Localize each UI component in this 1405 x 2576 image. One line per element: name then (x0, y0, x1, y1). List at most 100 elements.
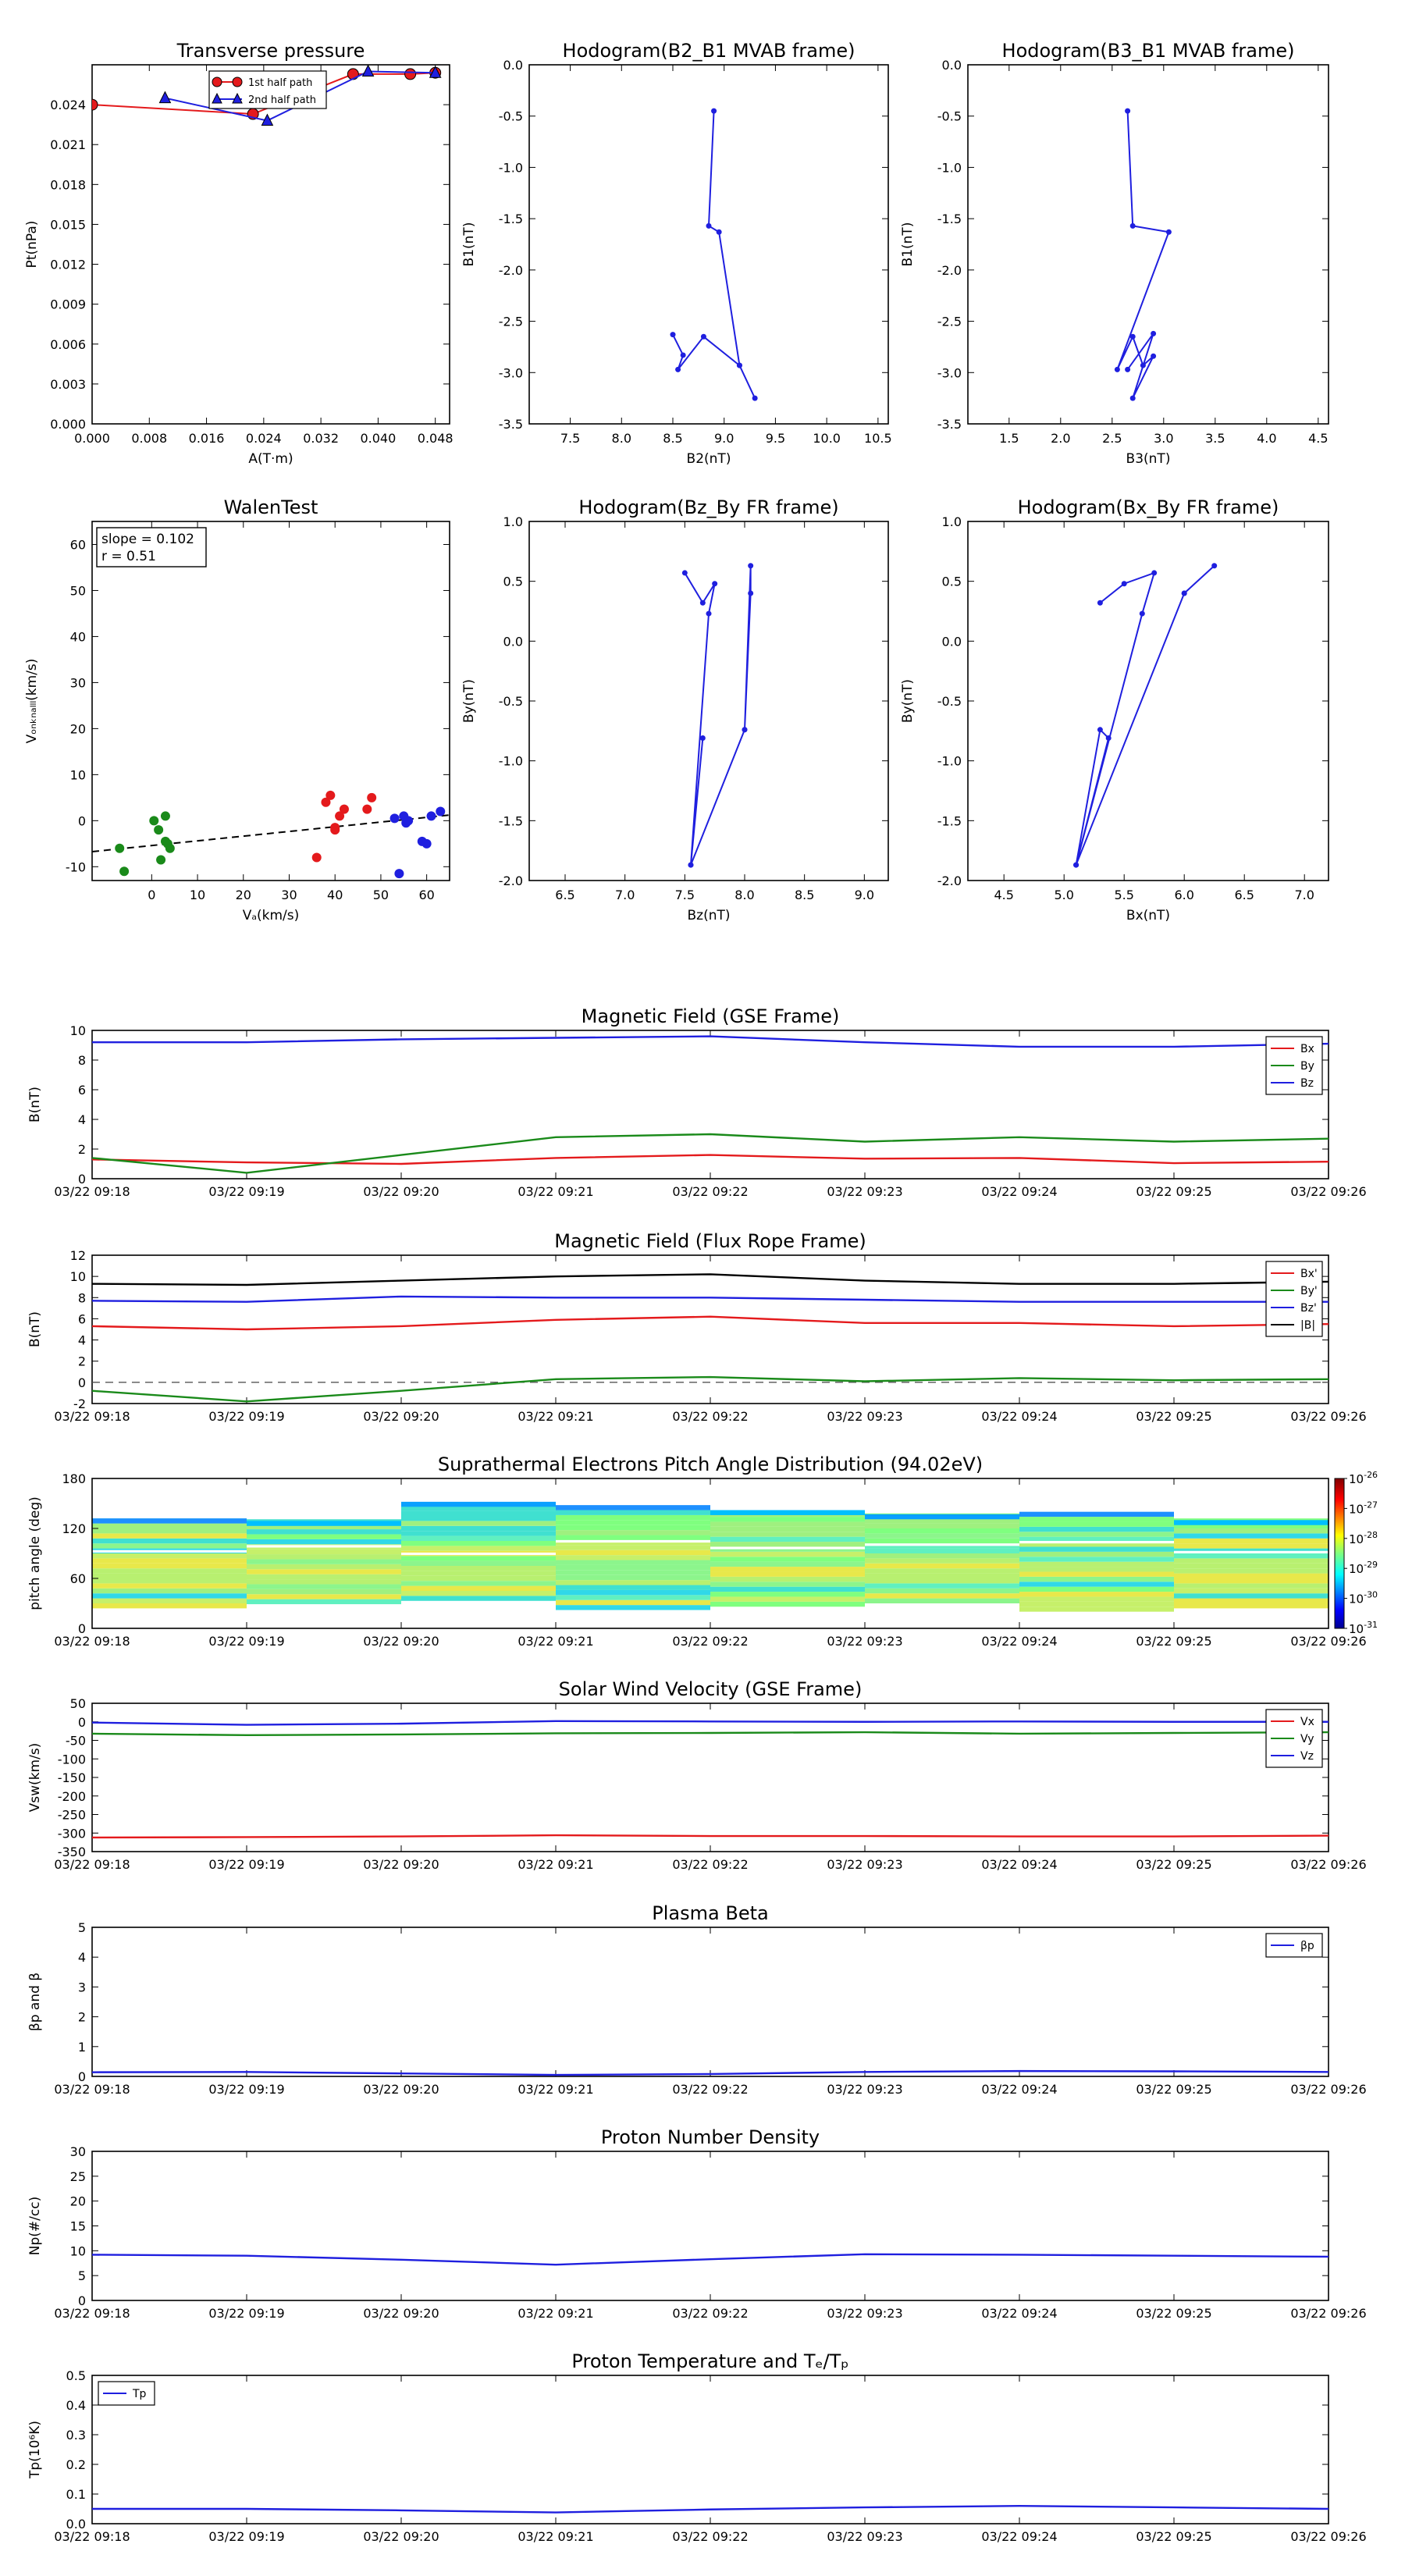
x-tick-label: 50 (373, 888, 389, 902)
x-tick-label: 0.048 (418, 431, 454, 446)
pad-cell (92, 1533, 247, 1539)
walen-test-marks (92, 790, 450, 879)
proton-density-panel: Proton Number Density 03/22 09:18 03/22 09… (27, 2126, 1367, 2321)
data-point (115, 843, 125, 853)
time-tick-label: 03/22 09:18 (54, 2306, 130, 2321)
x-tick-label: 6.0 (1174, 888, 1193, 902)
x-tick-label: 4.5 (1308, 431, 1328, 446)
pad-cell (556, 1560, 710, 1565)
y-tick-label: 120 (62, 1521, 86, 1536)
pad-cell (710, 1586, 865, 1592)
y-tick-label: 0.003 (50, 377, 86, 392)
hodogram-bz-by-ylabel: By(nT) (461, 679, 477, 723)
pad-cell (556, 1555, 710, 1560)
x-tick-label: 0.008 (131, 431, 167, 446)
time-tick-label: 03/22 09:25 (1136, 1184, 1211, 1199)
legend-label: Bz' (1300, 1302, 1317, 1315)
hodogram-bx-by-xlabel: Bx(nT) (1126, 908, 1170, 923)
mag-gse-panel: Magnetic Field (GSE Frame) 03/22 09:18 03/… (27, 1005, 1367, 1199)
y-tick-label: 8 (78, 1053, 86, 1068)
y-tick-label: 6 (78, 1311, 86, 1326)
pad-cell (401, 1516, 556, 1521)
pad-cell (865, 1583, 1019, 1589)
data-point (404, 68, 417, 80)
pad-cell (1019, 1601, 1174, 1607)
time-tick-label: 03/22 09:25 (1136, 1409, 1211, 1424)
pad-cell (247, 1564, 401, 1570)
data-point (1125, 108, 1131, 114)
y-tick-label: 1.0 (942, 514, 962, 529)
time-tick-label: 03/22 09:19 (208, 2082, 284, 2097)
pad-gap (1174, 1550, 1329, 1553)
hodogram-b3-b1-title: Hodogram(B3_B1 MVAB frame) (1002, 40, 1295, 62)
data-point (154, 825, 164, 835)
pad-cell (1019, 1511, 1174, 1517)
pad-cell (556, 1570, 710, 1575)
y-tick-label: -0.5 (937, 109, 962, 124)
pad-cell (556, 1550, 710, 1556)
pad-cell (865, 1553, 1019, 1559)
pad-cell (1174, 1578, 1329, 1584)
series-line-0 (91, 2253, 1329, 2266)
hodogram-b2-b1-ylabel: B1(nT) (461, 222, 477, 267)
x-tick-label: 10.0 (813, 431, 841, 446)
annotation-box (96, 527, 207, 568)
pad-cell (1019, 1582, 1174, 1587)
pad-cell (1174, 1520, 1329, 1525)
pad-cell (556, 1510, 710, 1515)
legend-label: βp (1300, 1940, 1314, 1952)
series-line-0 (1116, 111, 1170, 399)
colorbar-tick-label: 10-28 (1349, 1530, 1378, 1546)
hodogram-bx-by-ylabel: By(nT) (900, 679, 916, 723)
data-point (149, 816, 159, 826)
time-tick-label: 03/22 09:23 (827, 1409, 902, 1424)
data-point (748, 563, 754, 569)
x-tick-label: 7.0 (1294, 888, 1314, 902)
pad-cell (1019, 1606, 1174, 1612)
data-point (160, 811, 170, 821)
y-tick-label: 0.000 (50, 417, 86, 432)
pad-cell (710, 1521, 865, 1527)
y-tick-label: -2.0 (499, 263, 523, 278)
data-point (1151, 353, 1157, 359)
y-tick-label: 0.024 (50, 98, 86, 112)
pad-cell (247, 1549, 401, 1555)
x-tick-label: 10.5 (864, 431, 892, 446)
plot-frame (91, 1703, 1329, 1852)
pad-cell (865, 1538, 1019, 1544)
time-tick-label: 03/22 09:23 (827, 1634, 902, 1649)
pad-cell (710, 1532, 865, 1537)
pad-cell (401, 1535, 556, 1541)
pad-cell (556, 1574, 710, 1581)
colorbar-tick-label: 10-29 (1349, 1560, 1378, 1576)
data-point (394, 869, 404, 879)
plot-frame (91, 521, 450, 881)
time-tick-label: 03/22 09:19 (208, 2306, 284, 2321)
pad-cell (92, 1523, 247, 1528)
pad-cell (556, 1535, 710, 1540)
pad-cell (556, 1589, 710, 1596)
pad-title: Suprathermal Electrons Pitch Angle Distr… (438, 1453, 983, 1475)
y-tick-label: -1.0 (499, 754, 523, 769)
pad-cell (1019, 1576, 1174, 1582)
x-tick-label: 8.0 (612, 431, 631, 446)
y-tick-label: -1.5 (937, 212, 962, 226)
colorbar-tick-label: 10-27 (1349, 1500, 1378, 1516)
pad-cell (865, 1593, 1019, 1599)
pad-cell (710, 1571, 865, 1577)
data-point (1151, 330, 1157, 336)
time-tick-label: 03/22 09:19 (208, 1634, 284, 1649)
y-tick-label: -2 (73, 1397, 86, 1411)
pad-cell (556, 1580, 710, 1585)
pad-cell (865, 1548, 1019, 1553)
pad-cell (401, 1591, 556, 1596)
hodogram-bx-by-title: Hodogram(Bx_By FR frame) (1018, 496, 1279, 518)
data-point (321, 797, 331, 807)
hodogram-bx-by-panel: Hodogram(Bx_By FR frame) 4.5 5.0 5.5 6.0 6.5 7… (900, 496, 1329, 923)
mag-gse-title: Magnetic Field (GSE Frame) (582, 1005, 840, 1027)
pad-cell (1019, 1517, 1174, 1522)
legend-label: By (1300, 1060, 1314, 1073)
pad-cell (1174, 1538, 1329, 1544)
time-tick-label: 03/22 09:23 (827, 2306, 902, 2321)
